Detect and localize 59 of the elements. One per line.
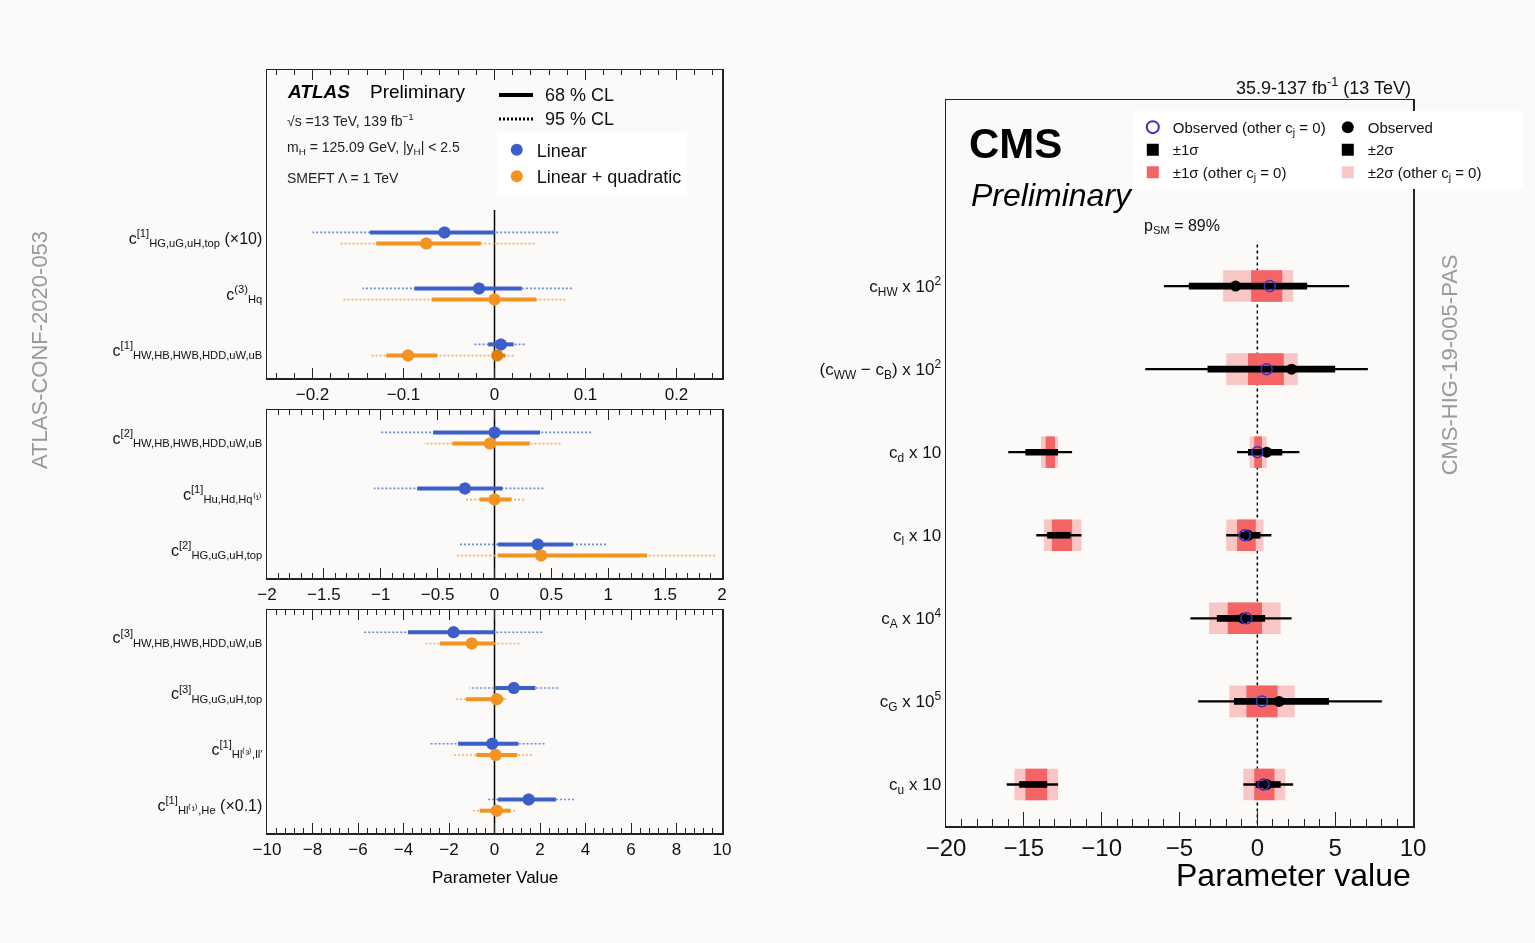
x-tick-label: 0.1	[573, 384, 598, 404]
chart-subtitle: Preliminary	[370, 81, 466, 102]
x-tick-label: 2	[717, 584, 727, 604]
x-tick-label: 0.5	[539, 584, 564, 604]
x-tick-label: 10	[712, 839, 732, 859]
text: p$_{SM}$ = 89%	[1144, 217, 1220, 237]
x-tick-label: −20	[925, 834, 967, 862]
y-tick-label: c$^{[1]}$$_{Hl⁽¹⁾,He}$ (×0.1)	[157, 794, 263, 817]
legend-label: Observed	[1367, 118, 1433, 136]
x-tick-label: −0.5	[420, 584, 455, 604]
x-tick-label: 2	[535, 839, 545, 859]
x-tick-label: −0.1	[386, 384, 421, 404]
chart-title: CMS	[969, 120, 1063, 167]
x-tick-label: 1	[603, 584, 613, 604]
x-tick-label: −10	[1081, 834, 1123, 862]
x-tick-label: −2	[257, 584, 277, 604]
text: CMS-HIG-19-005-PAS	[1437, 254, 1463, 476]
y-tick-label: c$_{l}$ x 10	[893, 526, 942, 548]
x-tick-label: −2	[439, 839, 459, 859]
x-tick-label: −0.2	[295, 384, 330, 404]
x-tick-label: 0	[489, 839, 500, 859]
x-tick-label: −4	[393, 839, 414, 859]
x-tick-label: −6	[348, 839, 368, 859]
text: m$_{H}$ = 125.09 GeV, |y$_{H}$| < 2.5	[287, 139, 460, 157]
chart-title: ATLAS	[287, 81, 351, 102]
y-tick-label: (c$_{WW}$ − c$_{B}$) x 10$^{2}$	[819, 356, 942, 382]
text: 68 % CL	[545, 85, 615, 105]
y-tick-label: c$_{u}$ x 10	[889, 775, 942, 797]
legend-label: ±1σ	[1172, 141, 1200, 159]
x-tick-label: 6	[626, 839, 636, 859]
x-tick-label: 0	[489, 584, 500, 604]
text: √s =13 TeV, 139 fb$^{−1}$	[287, 111, 414, 129]
legend-label: ±1σ (other c$_{j}$ = 0)	[1172, 163, 1287, 184]
legend-label: ±2σ	[1367, 141, 1395, 159]
legend-label: ±2σ (other c$_{j}$ = 0)	[1367, 163, 1482, 184]
x-tick-label: 0.2	[664, 384, 689, 404]
x-tick-label: 1.5	[653, 584, 677, 604]
x-tick-label: −15	[1003, 834, 1045, 862]
text: ATLAS-CONF-2020-053	[26, 230, 52, 469]
x-tick-label: −10	[252, 839, 282, 859]
text: SMEFT Λ = 1 TeV	[287, 170, 400, 186]
x-tick-label: 8	[671, 839, 682, 859]
legend-label: Linear + quadratic	[536, 167, 682, 188]
x-tick-label: −1.5	[307, 584, 341, 604]
chart-subtitle: Preliminary	[971, 177, 1134, 213]
legend-label: Observed (other c$_{j}$ = 0)	[1172, 118, 1326, 139]
y-tick-label: c$_{d}$ x 10	[889, 443, 942, 465]
x-tick-label: 0	[489, 384, 500, 404]
y-tick-label: c$^{[1]}$$_{HG,uG,uH,top}$ (×10)	[128, 226, 263, 249]
legend-label: Linear	[536, 140, 587, 161]
text: 95 % CL	[545, 109, 615, 129]
x-tick-label: −1	[371, 584, 391, 604]
x-axis-title: Parameter Value	[432, 868, 559, 887]
y-tick-label: c$_{A}$ x 10$^{4}$	[881, 606, 942, 631]
y-tick-label: c$_{HW}$ x 10$^{2}$	[869, 273, 942, 299]
x-tick-label: 4	[580, 839, 591, 859]
y-tick-label: c$_{G}$ x 10$^{5}$	[879, 689, 942, 714]
x-tick-label: −8	[302, 839, 323, 859]
text: 35.9-137 fb$^{-1}$ (13 TeV)	[1236, 75, 1411, 98]
